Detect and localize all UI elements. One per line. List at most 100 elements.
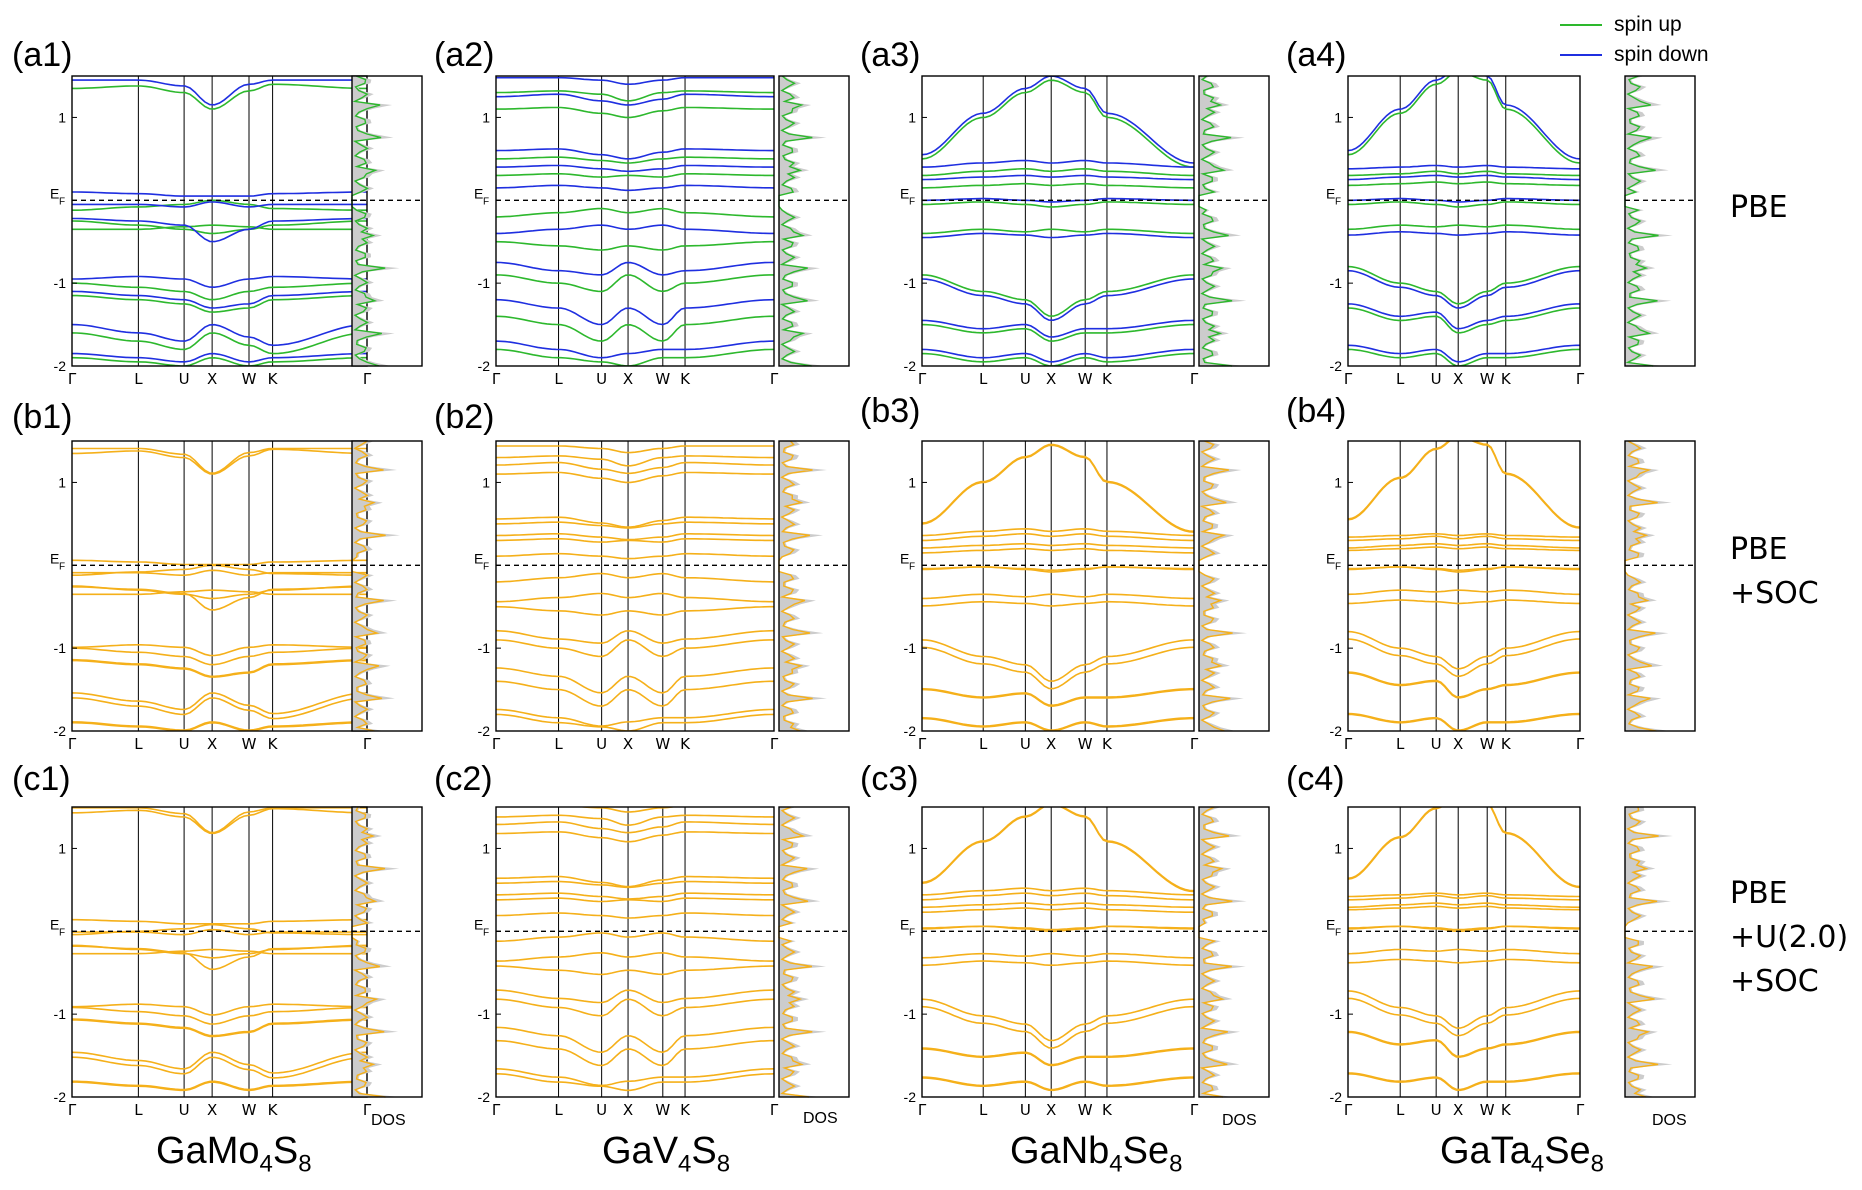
dos-curve: [1198, 440, 1233, 732]
y-tick-label-sub: F: [909, 927, 915, 938]
band-spin-down: [496, 164, 774, 173]
band-spin-down: [72, 217, 367, 243]
band-soc: [1348, 542, 1580, 549]
dos-fill: [1625, 807, 1673, 1097]
k-point-label: L: [134, 370, 143, 388]
band-soc: [575, 807, 677, 813]
band-spin-down: [72, 191, 367, 197]
band-spin-up: [496, 156, 774, 164]
band-soc: [1348, 566, 1580, 571]
panel-frame: [1347, 75, 1581, 367]
band-soc: [1348, 589, 1580, 596]
dos-curve: [351, 806, 386, 1098]
k-point-label: Γ: [1576, 370, 1585, 388]
band-panel-9: 1EF-1-2Γ L U X W K Γ: [474, 806, 779, 1119]
k-point-label: X: [207, 1101, 217, 1119]
band-panel-7: 1EF-1-2Γ L U X W K Γ: [1326, 440, 1585, 753]
band-spin-up: [922, 274, 1194, 317]
k-point-label: K: [680, 1101, 691, 1119]
y-tick-label: -1: [904, 1006, 917, 1022]
band-soc: [922, 593, 1194, 600]
dos-frame: [351, 806, 423, 1098]
y-tick-label: 1: [58, 474, 66, 490]
legend-spin-up-label: spin up: [1614, 13, 1682, 36]
band-soc: [496, 814, 774, 826]
y-tick-label: 1: [908, 474, 916, 490]
k-point-label: X: [1046, 1101, 1056, 1119]
k-point-label: K: [1102, 1101, 1113, 1119]
material-sub: 4: [678, 1150, 692, 1178]
material-label: GaMo4S8: [156, 1130, 312, 1179]
k-point-label: X: [207, 370, 217, 388]
y-tick-label: -2: [478, 1089, 491, 1105]
y-tick-label-sub: F: [909, 561, 915, 572]
dos-curve: [778, 75, 813, 367]
row-label-pbe: PBE: [1730, 186, 1788, 230]
legend-spin-down: spin down: [1560, 40, 1709, 70]
y-tick-label: E: [1326, 550, 1335, 566]
band-spin-up: [72, 332, 367, 355]
band-panel-8: 1EF-1-2Γ L U X W K Γ: [50, 806, 372, 1119]
k-point-label: U: [1020, 735, 1031, 753]
k-point-label: Γ: [363, 735, 372, 753]
band-spin-down: [72, 323, 367, 347]
band-soc: [922, 646, 1194, 690]
band-soc: [922, 716, 1194, 731]
band-panel-10: 1EF-1-2Γ L U X W K Γ: [900, 806, 1199, 1119]
band-soc: [1348, 925, 1580, 931]
y-tick-label: 1: [908, 840, 916, 856]
k-point-label: W: [1078, 735, 1093, 753]
dos-frame: [351, 75, 423, 367]
k-point-label: L: [134, 735, 143, 753]
band-soc: [922, 547, 1194, 554]
band-soc: [1348, 1031, 1580, 1058]
band-spin-down: [496, 148, 774, 160]
band-soc: [496, 516, 774, 528]
k-point-label: Γ: [1344, 1101, 1353, 1119]
band-soc: [922, 902, 1194, 909]
band-spin-up: [922, 352, 1194, 366]
dos-panel-6: [1198, 440, 1270, 732]
k-point-label: Γ: [1190, 735, 1199, 753]
k-point-label: X: [1453, 370, 1463, 388]
k-point-label: K: [680, 735, 691, 753]
panel-frame: [921, 440, 1195, 732]
row-label-line: PBE: [1730, 532, 1788, 567]
band-panel-11: 1EF-1-2Γ L U X W K Γ: [1326, 806, 1585, 1119]
k-point-label: L: [554, 735, 563, 753]
band-soc: [496, 667, 774, 694]
band-spin-up: [922, 323, 1194, 342]
dos-curve: [1624, 75, 1659, 367]
k-point-label: U: [596, 370, 607, 388]
band-soc: [496, 1026, 774, 1054]
band-spin-down: [496, 298, 774, 326]
dos-fill: [779, 441, 827, 731]
dos-panel-8: [351, 806, 423, 1098]
band-soc: [922, 687, 1194, 707]
band-soc: [496, 461, 774, 475]
y-tick-label: E: [50, 550, 59, 566]
band-soc: [1348, 892, 1580, 898]
k-point-label: X: [207, 735, 217, 753]
k-point-label: W: [1480, 1101, 1495, 1119]
band-soc: [1348, 672, 1580, 699]
k-point-label: Γ: [363, 1101, 372, 1119]
band-soc: [72, 1080, 367, 1091]
y-tick-label: E: [50, 185, 59, 201]
material-label: GaTa4Se8: [1440, 1130, 1604, 1179]
row-label-pbe-soc: PBE +SOC: [1730, 528, 1819, 616]
bands-group: [922, 76, 1194, 366]
dos-fill: [1199, 441, 1247, 731]
y-tick-label: -1: [478, 1006, 491, 1022]
k-point-label: U: [1020, 370, 1031, 388]
y-tick-label: E: [474, 916, 483, 932]
k-point-label: W: [242, 370, 257, 388]
band-soc: [496, 875, 774, 888]
y-tick-label: E: [1326, 185, 1335, 201]
band-spin-up: [496, 173, 774, 178]
band-soc: [496, 605, 774, 616]
panel-label: (c1): [12, 760, 71, 798]
y-tick-label: -1: [54, 1006, 67, 1022]
k-point-label: K: [1102, 370, 1113, 388]
panel-label: (a4): [1286, 36, 1347, 74]
